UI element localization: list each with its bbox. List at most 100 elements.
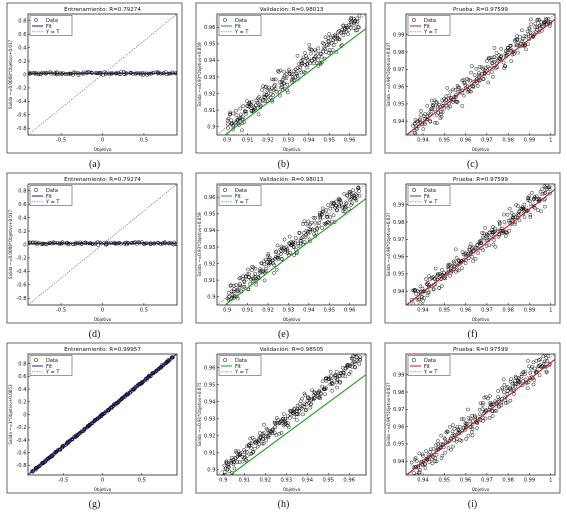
x-tick-label: 0.91: [242, 138, 254, 144]
x-tick-label: 0.92: [262, 308, 274, 314]
y-tick-label: 0.93: [204, 245, 216, 251]
y-tick-label: 0.91: [204, 278, 216, 284]
x-axis-label: Objetivo: [94, 487, 112, 492]
legend-label-yt: Y = T: [234, 200, 249, 206]
x-axis-label: Objetivo: [283, 147, 301, 152]
y-tick-label: 0.8: [18, 19, 26, 25]
x-tick-label: 0.91: [242, 308, 254, 314]
legend-label-yt: Y = T: [45, 370, 60, 376]
y-tick-label: 0.95: [393, 102, 405, 108]
x-tick-label: 0.94: [417, 308, 429, 314]
legend-label-yt: Y = T: [423, 30, 438, 36]
panel-caption: (c): [467, 159, 478, 170]
panel-title: Entrenamiento: R=0.79274: [64, 7, 141, 13]
y-axis-label: Salida ~=0.91*Objetivo+0.075: [197, 382, 202, 447]
y-tick-label: 0.94: [204, 58, 216, 64]
x-tick-label: 0.96: [343, 478, 355, 484]
y-tick-label: -0.8: [16, 463, 26, 469]
y-tick-label: -0.6: [16, 451, 26, 457]
y-tick-label: 0.99: [393, 33, 405, 39]
legend-label-yt: Y = T: [423, 200, 438, 206]
y-tick-label: 0.2: [18, 59, 26, 65]
y-tick-label: -0.4: [16, 269, 27, 275]
x-axis-label: Objetivo: [472, 147, 490, 152]
x-axis-label: Objetivo: [283, 317, 301, 322]
y-tick-label: 0.98: [393, 50, 405, 56]
y-tick-label: -0.2: [16, 425, 26, 431]
x-tick-label: 0.95: [323, 138, 335, 144]
x-axis-label: Objetivo: [94, 147, 112, 152]
y-tick-label: 0.98: [393, 220, 405, 226]
x-tick-label: 0.99: [524, 138, 536, 144]
y-axis-label: Salida ~=0.93*Objetivo+0.059: [197, 212, 202, 277]
panel-caption: (e): [278, 329, 289, 340]
y-axis-label: Salida ~=1*Objetivo+0.0053: [8, 384, 13, 445]
panel-g: Entrenamiento: R=0.99957 Objetivo Salida ~…: [7, 343, 182, 510]
x-tick-label: 0.97: [481, 478, 493, 484]
x-tick-label: -0.5: [56, 138, 66, 144]
x-tick-label: 0.94: [417, 478, 429, 484]
y-tick-label: 0.6: [18, 202, 26, 208]
y-tick-label: 0.2: [18, 400, 26, 406]
y-tick-label: 0.96: [393, 84, 405, 90]
y-tick-label: 0.97: [393, 67, 405, 73]
y-tick-label: 0.91: [204, 108, 216, 114]
panel-a: Entrenamiento: R=0.79274 Objetivo Salida ~…: [7, 3, 182, 170]
x-axis-label: Objetivo: [472, 487, 490, 492]
x-tick-label: 0.94: [303, 138, 315, 144]
panel-title: Entrenamiento: R=0.99957: [64, 347, 141, 353]
panel-title: Entrenamiento: R=0.79274: [64, 177, 141, 183]
y-tick-label: 0.96: [393, 424, 405, 430]
y-tick-label: 0.95: [204, 212, 216, 218]
x-tick-label: 0.93: [283, 138, 295, 144]
x-tick-label: 0.92: [259, 478, 271, 484]
panel-title: Validación: R=0.98013: [260, 6, 324, 13]
y-tick-label: 0.9: [207, 468, 215, 474]
y-tick-label: 0.2: [18, 229, 26, 235]
legend-label-yt: Y = T: [45, 200, 60, 206]
y-axis-label: Salida ~=0.0008*Objetivo+0.017: [8, 209, 13, 279]
x-tick-label: 0.95: [439, 308, 451, 314]
y-axis-label: Salida ~=0.93*Objetivo+0.059: [197, 42, 202, 107]
x-tick-label: 0.95: [323, 308, 335, 314]
y-tick-label: 0.93: [204, 75, 216, 81]
y-tick-label: 0.96: [204, 365, 216, 371]
y-tick-label: 0.95: [393, 442, 405, 448]
panel-caption: (f): [468, 329, 478, 340]
y-tick-label: -0.4: [16, 99, 27, 105]
y-tick-label: 0.92: [204, 434, 216, 440]
y-tick-label: 0.95: [393, 272, 405, 278]
y-axis-label: Salida ~=0.96*Objetivo+0.037: [386, 42, 391, 107]
x-tick-label: 0.93: [283, 308, 295, 314]
x-tick-label: 0.97: [481, 308, 493, 314]
x-tick-label: 0.98: [502, 138, 514, 144]
legend-label-yt: Y = T: [234, 370, 249, 376]
panel-title: Prueba: R=0.97599: [453, 347, 508, 353]
x-tick-label: 1: [549, 308, 552, 314]
x-tick-label: 0.96: [460, 478, 472, 484]
x-axis-label: Objetivo: [94, 317, 112, 322]
x-tick-label: 0.91: [239, 478, 251, 484]
panel-caption: (b): [278, 159, 290, 170]
y-tick-label: -0.6: [16, 283, 26, 289]
x-tick-label: 0.9: [223, 308, 231, 314]
y-axis-label: Salida ~=0.0008*Objetivo+0.017: [8, 39, 13, 109]
x-tick-label: 0.96: [344, 308, 356, 314]
x-tick-label: 1: [549, 478, 552, 484]
x-tick-label: 0.96: [460, 308, 472, 314]
x-tick-label: 0: [101, 138, 104, 144]
panel-title: Validación: R=0.98505: [260, 346, 324, 353]
y-tick-label: -0.8: [16, 126, 26, 132]
y-tick-label: -0.4: [16, 438, 27, 444]
x-tick-label: 0.95: [322, 478, 334, 484]
panel-title: Prueba: R=0.97599: [453, 177, 508, 183]
y-tick-label: 0.94: [204, 400, 216, 406]
